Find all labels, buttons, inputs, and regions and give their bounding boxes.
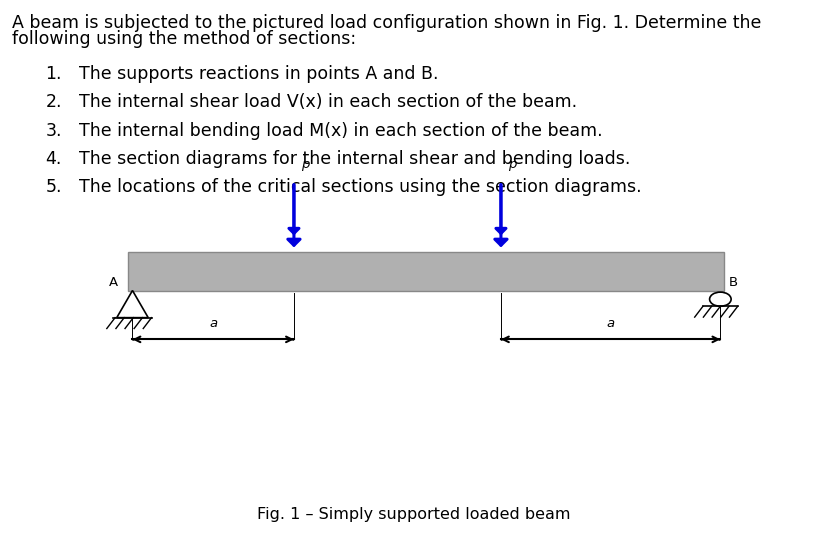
Text: B: B xyxy=(728,276,737,289)
Polygon shape xyxy=(117,291,148,318)
Text: 3.: 3. xyxy=(45,122,62,140)
Text: The supports reactions in points A and B.: The supports reactions in points A and B… xyxy=(79,65,437,83)
Text: A: A xyxy=(109,276,118,289)
Text: p: p xyxy=(300,158,308,171)
Text: 2.: 2. xyxy=(45,93,62,111)
Text: a: a xyxy=(209,317,217,330)
Text: The internal bending load M(x) in each section of the beam.: The internal bending load M(x) in each s… xyxy=(79,122,601,140)
Text: The internal shear load V(x) in each section of the beam.: The internal shear load V(x) in each sec… xyxy=(79,93,576,111)
Text: The section diagrams for the internal shear and bending loads.: The section diagrams for the internal sh… xyxy=(79,150,629,168)
Text: following using the method of sections:: following using the method of sections: xyxy=(12,30,356,48)
Text: p: p xyxy=(507,158,515,171)
Text: 5.: 5. xyxy=(45,178,62,196)
Text: A beam is subjected to the pictured load configuration shown in Fig. 1. Determin: A beam is subjected to the pictured load… xyxy=(12,14,761,31)
Text: a: a xyxy=(606,317,614,330)
Text: 4.: 4. xyxy=(45,150,62,168)
Circle shape xyxy=(709,292,730,306)
Text: 1.: 1. xyxy=(45,65,62,83)
Bar xyxy=(128,252,724,291)
Text: Fig. 1 – Simply supported loaded beam: Fig. 1 – Simply supported loaded beam xyxy=(257,507,570,522)
Text: The locations of the critical sections using the section diagrams.: The locations of the critical sections u… xyxy=(79,178,640,196)
